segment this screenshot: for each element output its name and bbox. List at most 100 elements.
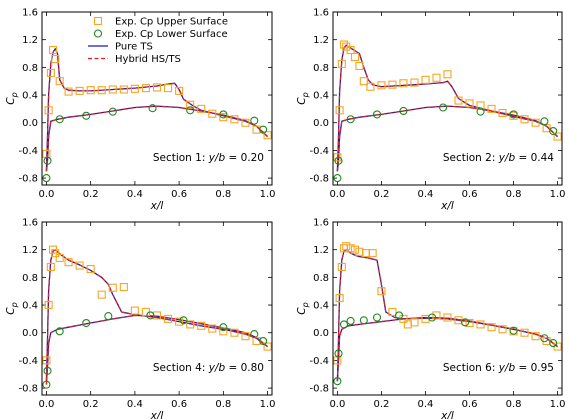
exp-upper-marker	[263, 131, 272, 140]
data-layer	[42, 46, 272, 183]
exp-lower-marker	[439, 103, 448, 112]
exp-lower-marker	[339, 320, 349, 329]
y-tick-label: 0.0	[313, 328, 329, 339]
x-tick-label: 0.0	[329, 399, 345, 410]
y-tick-label: 1.2	[313, 35, 329, 46]
exp-upper-marker	[219, 113, 228, 122]
exp-upper-marker	[487, 323, 496, 332]
legend-label: Exp. Cp Lower Surface	[115, 29, 228, 40]
y-tick-label: 1.6	[313, 218, 329, 229]
exp-upper-marker	[359, 77, 368, 86]
y-tick-label: -0.8	[309, 174, 329, 185]
exp-lower-marker	[540, 117, 549, 126]
exp-lower-marker	[250, 116, 259, 125]
y-axis-label-main: C	[296, 307, 308, 315]
y-tick-label: -0.4	[18, 146, 38, 157]
chart-panel-1: 0.0 0.2 0.4 0.6 0.8 1.0 -0.8 -0.4 0.0 0.4 0.8 1.2 1.…	[5, 8, 276, 213]
exp-lower-marker	[250, 330, 259, 339]
x-axis-label: x/l	[440, 410, 454, 419]
x-tick-label: 0.8	[506, 399, 522, 410]
exp-upper-marker	[542, 124, 551, 133]
exp-upper-marker	[432, 311, 441, 320]
y-axis-label-main: C	[5, 97, 17, 105]
axes-frame	[41, 221, 273, 396]
x-axis-label: x/l	[440, 200, 454, 212]
exp-upper-marker	[130, 306, 139, 315]
exp-upper-marker	[337, 59, 346, 68]
exp-upper-marker	[465, 99, 474, 108]
exp-upper-marker	[531, 332, 540, 341]
exp-upper-marker	[553, 132, 562, 141]
exp-upper-marker	[119, 282, 128, 292]
axes-frame	[41, 11, 273, 186]
y-tick-label: 0.4	[313, 301, 329, 312]
legend-label: Hybrid HS/TS	[115, 54, 181, 65]
y-tick-label: 0.0	[313, 118, 329, 129]
chart-panel-4: 0.0 0.2 0.4 0.6 0.8 1.0 -0.8 -0.4 0.0 0.4 0.8 1.2 1.…	[296, 218, 566, 419]
x-tick-label: 0.4	[418, 189, 434, 200]
exp-lower-marker	[43, 366, 52, 375]
y-tick-label: 1.2	[313, 245, 329, 256]
data-layer	[333, 40, 562, 183]
exp-upper-marker	[377, 81, 386, 90]
section-annotation: Section 1: y/b = 0.20	[153, 152, 264, 164]
exp-upper-marker	[339, 40, 349, 49]
exp-lower-marker	[146, 311, 155, 320]
y-tick-label: 0.0	[22, 118, 38, 129]
exp-upper-marker	[175, 317, 184, 326]
exp-upper-marker	[350, 245, 360, 254]
axes-frame	[332, 11, 563, 186]
x-tick-label: 0.2	[83, 399, 99, 410]
exp-lower-marker	[509, 110, 518, 119]
section-formula: y/b	[498, 152, 516, 164]
y-tick-label: -0.4	[309, 146, 329, 157]
exp-upper-marker	[410, 318, 419, 327]
x-axis-label: x/l	[150, 200, 164, 212]
exp-lower-marker	[372, 313, 382, 322]
exp-upper-marker	[531, 118, 540, 127]
x-tick-label: 1.0	[550, 399, 566, 410]
exp-lower-marker	[549, 126, 558, 136]
exp-upper-marker	[337, 262, 346, 272]
exp-upper-marker	[186, 100, 195, 109]
y-tick-label: 1.6	[22, 8, 38, 19]
exp-upper-marker	[346, 244, 355, 253]
exp-upper-marker	[152, 83, 162, 92]
x-tick-label: 1.0	[260, 189, 276, 200]
y-tick-label: -0.4	[18, 356, 38, 367]
section-annotation: Section 6: y/b = 0.95	[443, 362, 554, 374]
exp-upper-marker	[108, 85, 117, 94]
exp-upper-marker	[208, 324, 217, 333]
exp-upper-marker	[368, 249, 377, 258]
y-tick-label: 0.4	[313, 91, 329, 102]
x-tick-label: 0.0	[329, 189, 345, 200]
section-name: Section 4:	[153, 362, 209, 374]
hybrid-hs-ts-line-upper	[45, 48, 269, 172]
exp-upper-marker	[219, 327, 228, 336]
x-axis-label: x/l	[150, 410, 164, 419]
exp-lower-marker	[42, 380, 51, 389]
exp-upper-marker	[388, 80, 397, 89]
y-tick-label: 0.8	[22, 63, 38, 74]
exp-upper-marker	[355, 247, 364, 256]
exp-lower-marker	[259, 336, 268, 346]
exp-upper-marker	[476, 320, 485, 329]
y-tick-label: -0.8	[18, 174, 38, 185]
y-axis-label-sub: p	[10, 302, 19, 308]
y-tick-label: 0.4	[22, 91, 38, 102]
exp-upper-marker	[108, 283, 117, 292]
exp-upper-marker	[46, 262, 55, 272]
x-tick-label: 0.6	[171, 399, 187, 410]
exp-lower-marker	[104, 312, 113, 321]
y-tick-label: 0.8	[22, 273, 38, 284]
y-axis-label-main: C	[296, 97, 308, 105]
y-tick-label: 0.0	[22, 328, 38, 339]
exp-lower-marker	[82, 318, 91, 328]
x-tick-label: 0.2	[373, 189, 389, 200]
legend-square-marker	[93, 16, 103, 26]
exp-upper-marker	[421, 75, 430, 84]
exp-upper-marker	[241, 332, 250, 341]
hybrid-hs-ts-line-lower	[336, 316, 558, 382]
exp-lower-marker	[461, 318, 470, 327]
exp-upper-marker	[476, 101, 485, 110]
